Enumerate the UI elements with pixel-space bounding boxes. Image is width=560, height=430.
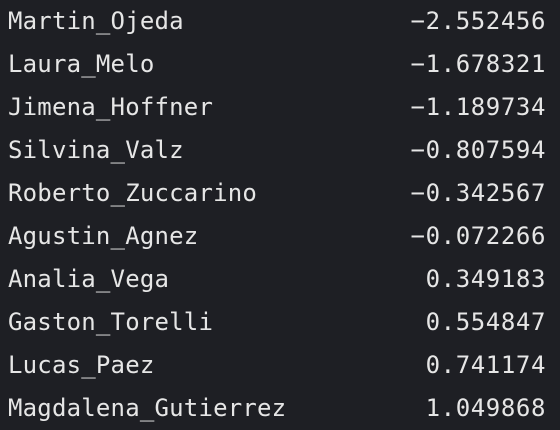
row-value: −1.678321 — [410, 50, 546, 78]
row-name: Roberto_Zuccarino — [8, 179, 258, 207]
list-item: Agustin_Agnez −0.072266 — [8, 215, 546, 258]
row-value: −2.552456 — [410, 7, 546, 35]
list-item: Roberto_Zuccarino −0.342567 — [8, 172, 546, 215]
list-item: Analia_Vega 0.349183 — [8, 258, 546, 301]
list-item: Gaston_Torelli 0.554847 — [8, 301, 546, 344]
list-item: Magdalena_Gutierrez 1.049868 — [8, 387, 546, 430]
list-item: Lucas_Paez 0.741174 — [8, 344, 546, 387]
row-name: Laura_Melo — [8, 50, 155, 78]
row-name: Lucas_Paez — [8, 351, 155, 379]
row-value: 0.554847 — [425, 308, 546, 336]
row-value: 0.349183 — [425, 265, 546, 293]
row-value: 0.741174 — [425, 351, 546, 379]
row-name: Agustin_Agnez — [8, 222, 199, 250]
row-name: Silvina_Valz — [8, 136, 184, 164]
name-value-list: Martin_Ojeda −2.552456 Laura_Melo −1.678… — [8, 0, 546, 430]
list-item: Martin_Ojeda −2.552456 — [8, 0, 546, 43]
row-value: −0.342567 — [410, 179, 546, 207]
row-name: Martin_Ojeda — [8, 7, 184, 35]
row-value: −1.189734 — [410, 93, 546, 121]
list-item: Silvina_Valz −0.807594 — [8, 129, 546, 172]
row-name: Gaston_Torelli — [8, 308, 214, 336]
list-item: Jimena_Hoffner −1.189734 — [8, 86, 546, 129]
list-item: Laura_Melo −1.678321 — [8, 43, 546, 86]
row-value: −0.807594 — [410, 136, 546, 164]
row-value: 1.049868 — [425, 394, 546, 422]
row-value: −0.072266 — [410, 222, 546, 250]
row-name: Analia_Vega — [8, 265, 170, 293]
row-name: Jimena_Hoffner — [8, 93, 214, 121]
row-name: Magdalena_Gutierrez — [8, 394, 287, 422]
